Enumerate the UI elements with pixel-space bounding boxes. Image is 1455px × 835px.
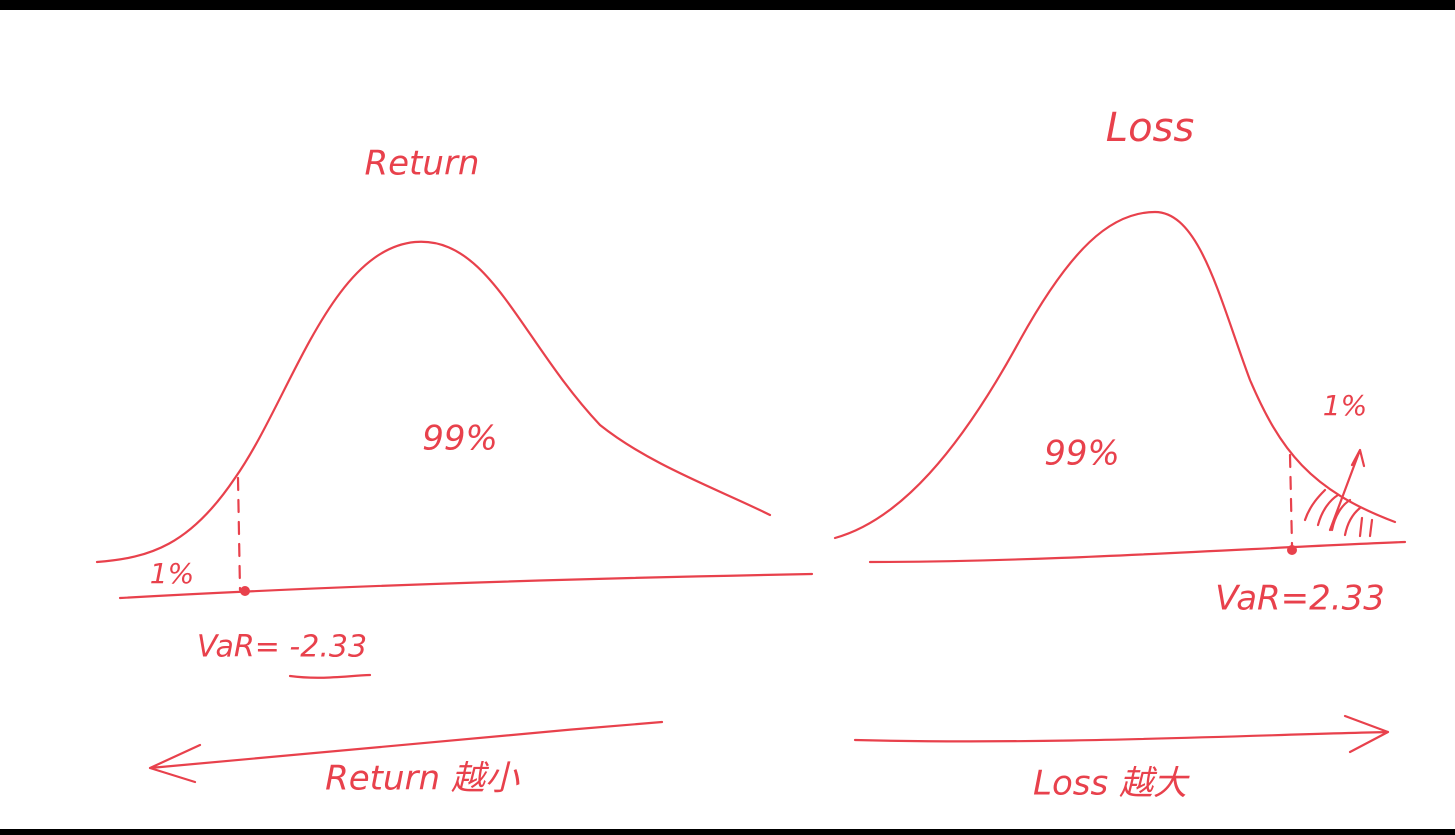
right-title: Loss — [1106, 105, 1194, 151]
left-var-label: VaR= -2.33 — [197, 630, 367, 665]
top-bar — [0, 0, 1455, 10]
right-axis — [868, 540, 1407, 564]
right-tail-label: 1% — [1323, 389, 1367, 422]
left-title: Return — [365, 144, 480, 184]
underline — [288, 673, 372, 679]
var-dash — [1288, 453, 1294, 547]
var-dash — [236, 476, 242, 592]
left-direction-label: Return 越小 — [325, 759, 520, 799]
right-direction-label: Loss 越大 — [1033, 764, 1190, 804]
left-arrow — [148, 720, 664, 784]
var-point — [240, 586, 250, 596]
right-panel: Loss 1% 99% VaR=2.33 Loss 越大 — [833, 105, 1407, 804]
left-body-label: 99% — [422, 419, 498, 459]
right-var-label: VaR=2.33 — [1215, 579, 1385, 619]
right-body-label: 99% — [1044, 434, 1120, 474]
left-axis — [118, 572, 814, 600]
tail-pointer — [1328, 448, 1366, 532]
return-curve — [95, 240, 772, 564]
loss-curve — [833, 210, 1397, 540]
left-tail-label: 1% — [150, 557, 194, 590]
right-arrow — [853, 714, 1390, 754]
var-point — [1287, 545, 1297, 555]
tail-hatching — [1303, 488, 1374, 538]
left-panel: Return 1% 99% VaR= -2.33 Return 越小 — [95, 144, 814, 799]
bottom-bar — [0, 829, 1455, 835]
